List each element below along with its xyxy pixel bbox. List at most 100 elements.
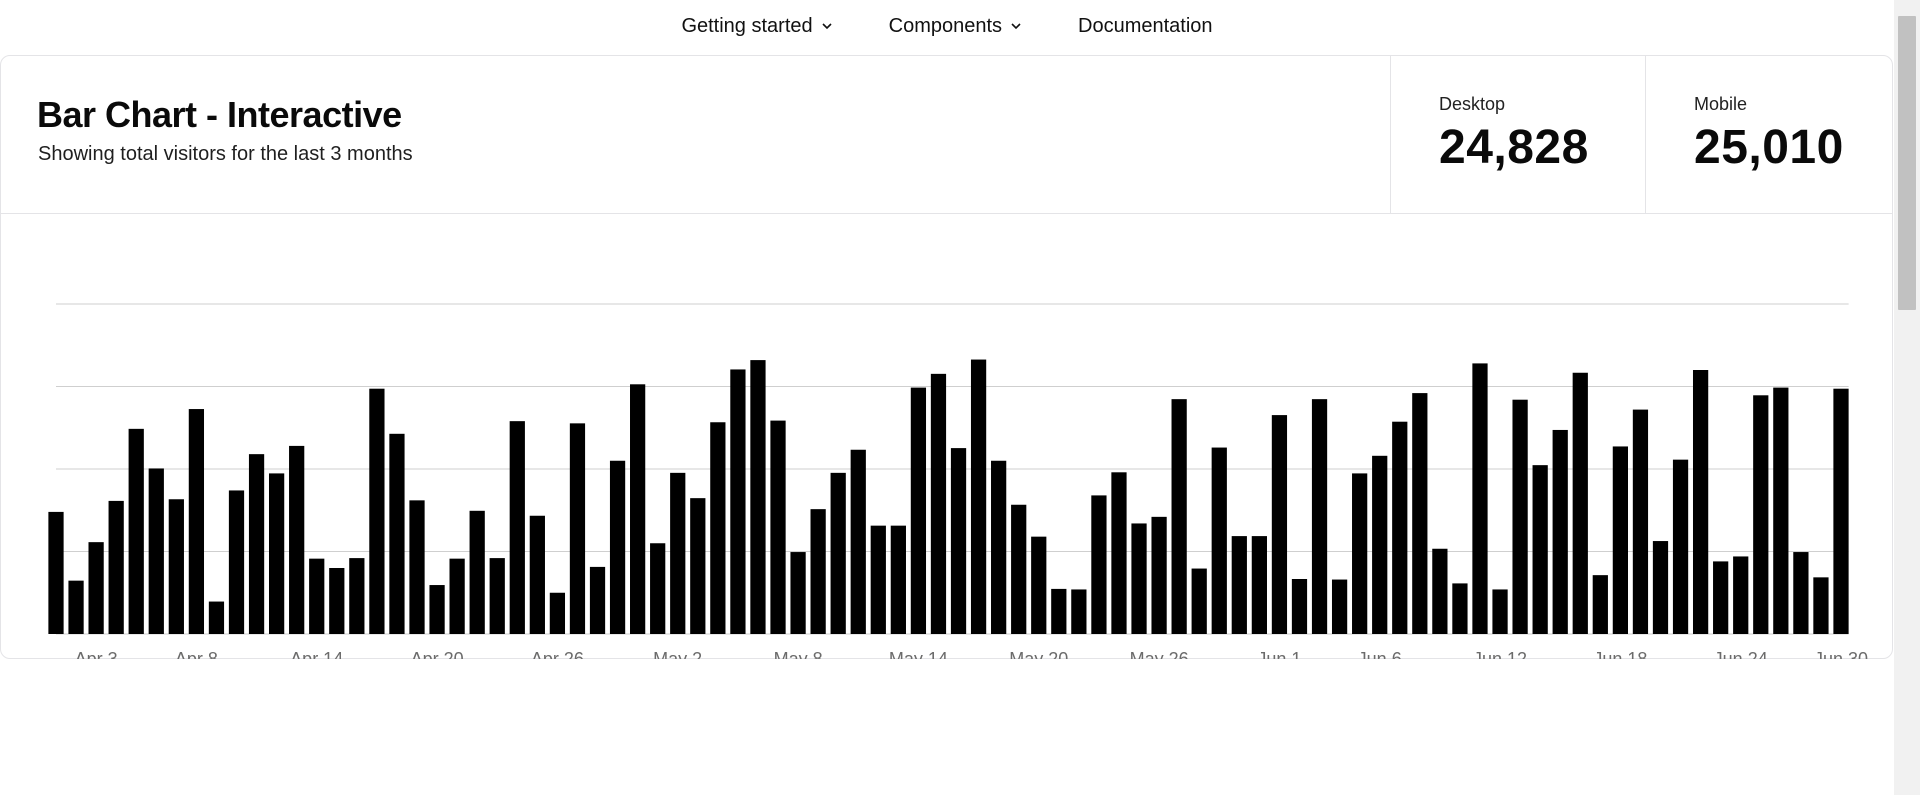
bar[interactable] <box>88 542 104 634</box>
bar[interactable] <box>1492 589 1508 634</box>
bar[interactable] <box>369 388 385 634</box>
bar[interactable] <box>1532 465 1548 634</box>
mobile-stat-toggle[interactable]: Mobile 25,010 <box>1645 56 1892 213</box>
bar[interactable] <box>1472 363 1488 634</box>
bar[interactable] <box>509 421 525 634</box>
nav-getting-started[interactable]: Getting started <box>681 15 832 38</box>
bar[interactable] <box>1231 536 1247 634</box>
bar[interactable] <box>1171 399 1187 634</box>
bar[interactable] <box>650 543 666 634</box>
bar[interactable] <box>329 568 345 634</box>
bar[interactable] <box>248 454 265 634</box>
bar[interactable] <box>1773 387 1789 634</box>
bar[interactable] <box>389 433 405 634</box>
bar[interactable] <box>1432 548 1448 634</box>
bar[interactable] <box>349 558 365 634</box>
bar[interactable] <box>810 509 826 634</box>
bar[interactable] <box>1311 399 1328 634</box>
bar[interactable] <box>630 384 646 634</box>
bar[interactable] <box>1271 415 1288 634</box>
bar[interactable] <box>930 373 947 634</box>
bar[interactable] <box>830 472 846 634</box>
bar[interactable] <box>48 511 64 634</box>
bar[interactable] <box>1632 409 1649 634</box>
desktop-stat-label: Desktop <box>1439 94 1506 114</box>
desktop-stat-toggle[interactable]: Desktop 24,828 <box>1390 56 1645 213</box>
bar[interactable] <box>950 448 967 634</box>
bar[interactable] <box>409 500 425 634</box>
bar[interactable] <box>1331 579 1348 634</box>
bar[interactable] <box>1753 395 1769 634</box>
card-header: Bar Chart - Interactive Showing total vi… <box>1 56 1892 214</box>
bar[interactable] <box>1733 556 1749 634</box>
bar[interactable] <box>1572 372 1588 634</box>
bar[interactable] <box>1452 583 1468 634</box>
nav-components[interactable]: Components <box>889 15 1022 38</box>
bar[interactable] <box>1352 473 1368 634</box>
bar[interactable] <box>1833 388 1849 634</box>
bar[interactable] <box>269 473 285 634</box>
bar[interactable] <box>1372 455 1388 634</box>
bar[interactable] <box>569 423 586 634</box>
bar[interactable] <box>1592 575 1608 634</box>
bar[interactable] <box>289 445 305 634</box>
bar[interactable] <box>870 525 886 634</box>
bar[interactable] <box>1512 399 1528 634</box>
bar[interactable] <box>1051 588 1067 634</box>
bar[interactable] <box>750 360 766 634</box>
bar[interactable] <box>790 552 806 634</box>
scrollbar-thumb[interactable] <box>1898 16 1916 310</box>
bar[interactable] <box>850 449 866 634</box>
bar[interactable] <box>529 515 545 634</box>
bar[interactable] <box>589 566 606 634</box>
bar[interactable] <box>1111 472 1127 634</box>
bar[interactable] <box>168 499 184 634</box>
bar[interactable] <box>1672 459 1689 634</box>
bar[interactable] <box>1091 495 1107 634</box>
bar[interactable] <box>1652 541 1669 634</box>
bar[interactable] <box>910 387 927 634</box>
bar[interactable] <box>970 359 987 634</box>
bar[interactable] <box>549 592 566 634</box>
bar[interactable] <box>1793 552 1809 634</box>
bar[interactable] <box>991 460 1007 634</box>
bar[interactable] <box>1291 579 1308 634</box>
bar[interactable] <box>228 490 245 634</box>
bar[interactable] <box>1713 561 1729 634</box>
bar[interactable] <box>1191 568 1207 634</box>
bar[interactable] <box>890 525 906 634</box>
bar[interactable] <box>449 558 465 634</box>
bar[interactable] <box>1031 536 1047 634</box>
bar[interactable] <box>188 409 205 634</box>
nav-documentation[interactable]: Documentation <box>1078 15 1213 38</box>
bar[interactable] <box>429 585 445 634</box>
bar[interactable] <box>1552 429 1568 634</box>
bar[interactable] <box>609 460 626 634</box>
bar[interactable] <box>489 558 505 634</box>
bar[interactable] <box>1011 504 1027 634</box>
bar[interactable] <box>148 468 164 634</box>
bar[interactable] <box>1251 536 1267 634</box>
bar[interactable] <box>108 500 124 634</box>
bar[interactable] <box>670 472 686 634</box>
bar[interactable] <box>469 510 485 634</box>
bar[interactable] <box>309 558 325 634</box>
bar[interactable] <box>1813 577 1829 634</box>
bar[interactable] <box>1412 393 1428 634</box>
bar[interactable] <box>1692 370 1709 634</box>
bar[interactable] <box>1071 589 1087 634</box>
bar[interactable] <box>1392 421 1408 634</box>
bar[interactable] <box>1612 446 1628 634</box>
bar[interactable] <box>1211 447 1227 634</box>
bar[interactable] <box>690 498 706 634</box>
bar[interactable] <box>1131 523 1147 634</box>
bar[interactable] <box>128 428 144 634</box>
bar[interactable] <box>710 422 726 634</box>
bar[interactable] <box>730 369 746 634</box>
bar[interactable] <box>1151 516 1167 634</box>
vertical-scrollbar[interactable] <box>1894 0 1920 795</box>
bar[interactable] <box>770 420 786 634</box>
bar[interactable] <box>208 601 225 634</box>
bar[interactable] <box>68 580 84 634</box>
x-tick-label: May 20 <box>1009 649 1068 659</box>
